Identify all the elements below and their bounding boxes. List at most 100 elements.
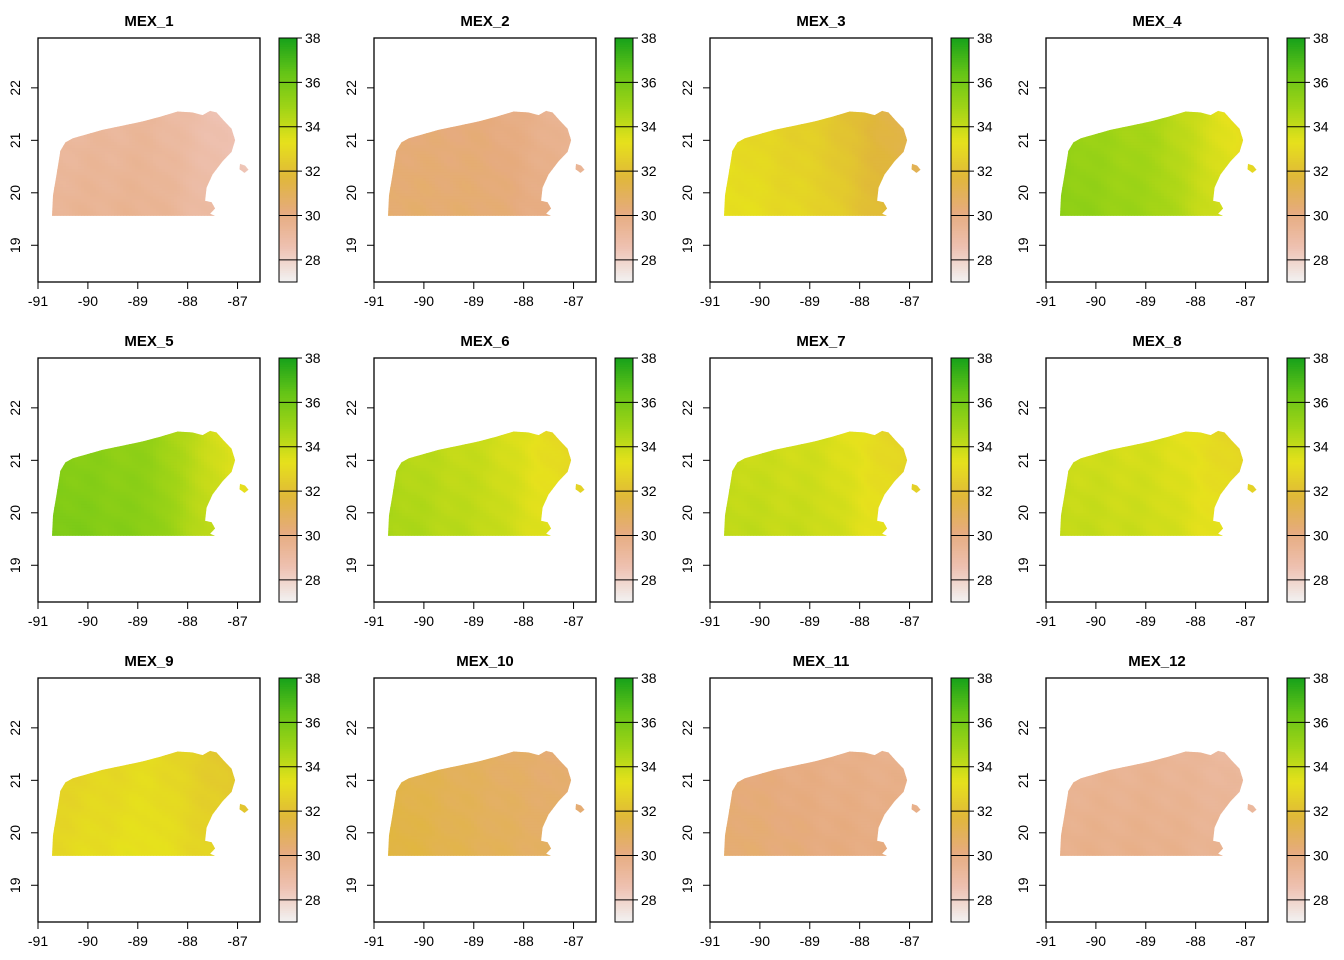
x-tick-label: -87: [563, 613, 583, 629]
x-tick-label: -90: [414, 933, 434, 949]
x-tick-label: -91: [700, 293, 720, 309]
legend-tick-label: 38: [641, 670, 657, 686]
y-tick-label: 20: [1015, 185, 1031, 201]
y-tick-label: 19: [7, 237, 23, 253]
plot-frame: [709, 677, 933, 923]
y-tick-label: 22: [343, 400, 359, 416]
legend-tick-label: 28: [977, 252, 993, 268]
legend-tick-label: 30: [977, 207, 993, 223]
y-tick-label: 22: [343, 80, 359, 96]
x-tick-label: -87: [227, 933, 247, 949]
x-tick-label: -87: [563, 293, 583, 309]
plot-frame: [37, 37, 261, 283]
color-legend: 28 30 32 34 36 38: [1286, 30, 1329, 283]
legend-tick-label: 32: [641, 483, 657, 499]
temperature-raster: [1060, 750, 1257, 856]
temperature-raster: [1060, 110, 1257, 216]
legend-tick-label: 36: [1313, 74, 1329, 90]
y-tick-label: 21: [1015, 452, 1031, 468]
legend-tick-label: 36: [977, 714, 993, 730]
y-tick-label: 20: [343, 505, 359, 521]
plot-frame: [373, 37, 597, 283]
temperature-raster: [724, 110, 921, 216]
map-panel: MEX_10 -91 -90 -89 -88 -87 19 20 21 22 28 30 32 34 36 3…: [343, 653, 657, 949]
panel-title: MEX_12: [1128, 653, 1186, 670]
y-tick-label: 21: [679, 132, 695, 148]
y-tick-label: 20: [679, 185, 695, 201]
y-tick-label: 21: [343, 772, 359, 788]
y-tick-label: 19: [1015, 237, 1031, 253]
temperature-raster: [52, 110, 249, 216]
y-tick-label: 19: [343, 557, 359, 573]
panel-title: MEX_10: [456, 653, 514, 670]
color-legend: 28 30 32 34 36 38: [950, 30, 993, 283]
legend-tick-label: 34: [641, 119, 657, 135]
legend-tick-label: 38: [1313, 670, 1329, 686]
panel-title: MEX_11: [793, 653, 850, 670]
x-tick-label: -91: [364, 933, 384, 949]
x-tick-label: -89: [800, 293, 820, 309]
legend-tick-label: 36: [977, 394, 993, 410]
panel-title: MEX_6: [460, 333, 509, 350]
legend-tick-label: 32: [977, 483, 993, 499]
map-panel: MEX_9 -91 -90 -89 -88 -87 19 20 21 22 28 30 32 34 36 38: [7, 653, 321, 949]
color-legend: 28 30 32 34 36 38: [614, 670, 657, 923]
x-tick-label: -91: [28, 293, 48, 309]
y-tick-label: 22: [7, 720, 23, 736]
legend-tick-label: 36: [305, 394, 321, 410]
temperature-raster: [388, 110, 585, 216]
legend-tick-label: 34: [977, 439, 993, 455]
map-panel: MEX_4 -91 -90 -89 -88 -87 19 20 21 22 28 30 32 34 36 38: [1015, 13, 1329, 309]
x-tick-label: -87: [563, 933, 583, 949]
y-tick-label: 20: [343, 825, 359, 841]
plot-frame: [1045, 37, 1269, 283]
x-tick-label: -89: [800, 933, 820, 949]
y-tick-label: 22: [1015, 720, 1031, 736]
x-tick-label: -89: [1136, 293, 1156, 309]
temperature-raster: [52, 430, 249, 536]
map-panel: MEX_7 -91 -90 -89 -88 -87 19 20 21 22 28 30 32 34 36 38: [679, 333, 993, 629]
plot-frame: [709, 357, 933, 603]
x-tick-label: -88: [850, 933, 870, 949]
x-tick-label: -88: [1186, 933, 1206, 949]
legend-tick-label: 30: [305, 207, 321, 223]
map-panel: MEX_2 -91 -90 -89 -88 -87 19 20 21 22 28 30 32 34 36 38: [343, 13, 657, 309]
y-tick-label: 19: [343, 237, 359, 253]
legend-tick-label: 32: [641, 163, 657, 179]
legend-tick-label: 34: [1313, 439, 1329, 455]
x-tick-label: -90: [750, 933, 770, 949]
y-tick-label: 21: [7, 772, 23, 788]
x-tick-label: -89: [128, 293, 148, 309]
y-tick-label: 21: [343, 132, 359, 148]
map-panel: MEX_11 -91 -90 -89 -88 -87 19 20 21 22 28 30 32 34 36 3…: [679, 653, 993, 949]
legend-tick-label: 36: [1313, 394, 1329, 410]
legend-tick-label: 38: [1313, 30, 1329, 46]
x-tick-label: -88: [178, 613, 198, 629]
legend-tick-label: 38: [641, 350, 657, 366]
color-legend: 28 30 32 34 36 38: [1286, 350, 1329, 603]
y-tick-label: 19: [343, 877, 359, 893]
legend-tick-label: 38: [641, 30, 657, 46]
y-tick-label: 20: [1015, 825, 1031, 841]
y-tick-label: 19: [7, 877, 23, 893]
legend-tick-label: 32: [977, 163, 993, 179]
panel-title: MEX_3: [796, 13, 845, 30]
plot-frame: [373, 677, 597, 923]
x-tick-label: -90: [1086, 933, 1106, 949]
y-tick-label: 20: [7, 505, 23, 521]
plot-frame: [1045, 677, 1269, 923]
legend-tick-label: 36: [305, 714, 321, 730]
legend-tick-label: 36: [641, 74, 657, 90]
x-tick-label: -87: [1235, 933, 1255, 949]
legend-tick-label: 34: [305, 119, 321, 135]
legend-tick-label: 28: [305, 572, 321, 588]
y-tick-label: 21: [679, 772, 695, 788]
y-tick-label: 20: [7, 185, 23, 201]
legend-tick-label: 30: [641, 527, 657, 543]
x-tick-label: -89: [464, 293, 484, 309]
x-tick-label: -89: [128, 613, 148, 629]
legend-tick-label: 32: [305, 803, 321, 819]
y-tick-label: 19: [1015, 557, 1031, 573]
y-tick-label: 21: [679, 452, 695, 468]
color-legend: 28 30 32 34 36 38: [278, 350, 321, 603]
